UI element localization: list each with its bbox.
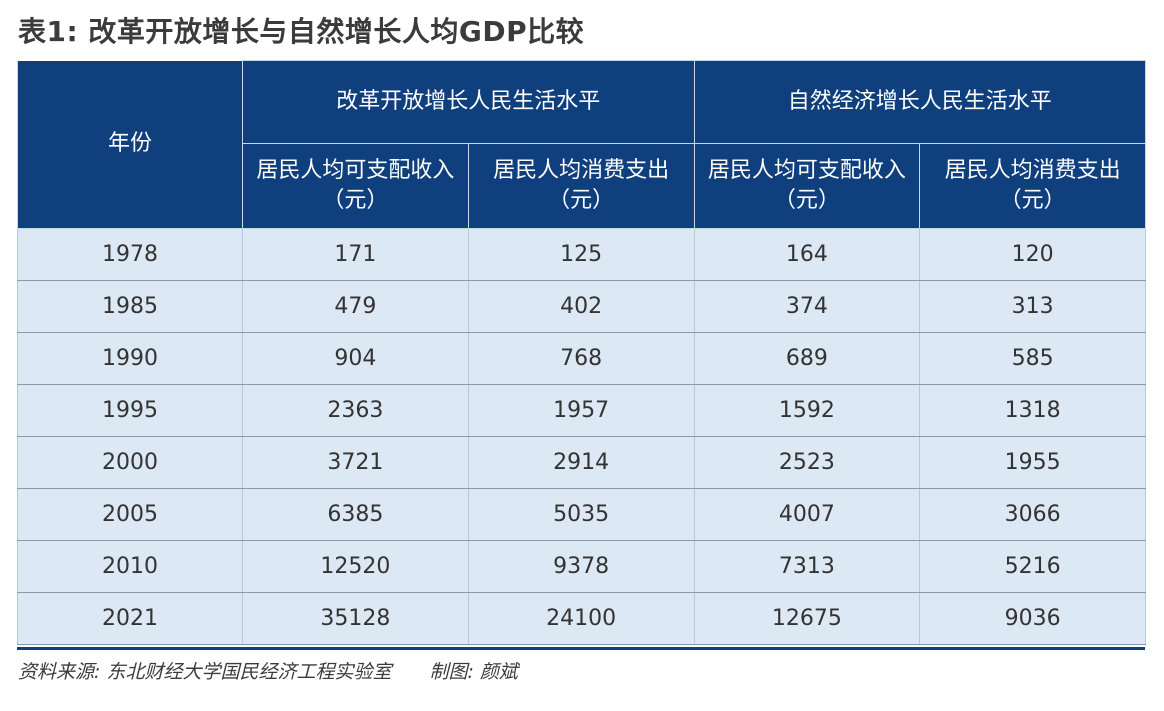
subheader-unit: （元） — [773, 188, 840, 213]
value-cell: 5035 — [467, 488, 695, 541]
year-cell: 2005 — [17, 488, 243, 541]
value-cell: 120 — [919, 228, 1147, 281]
table-row: 2005 6385 5035 4007 3066 — [17, 488, 1147, 541]
value-cell: 9378 — [467, 540, 695, 593]
value-cell: 689 — [693, 332, 921, 385]
subheader-natural-income: 居民人均可支配收入 （元） — [693, 143, 921, 229]
value-cell: 768 — [467, 332, 695, 385]
value-cell: 35128 — [242, 592, 469, 645]
source-note: 资料来源: 东北财经大学国民经济工程实验室 — [18, 661, 392, 683]
comparison-table: 年份 改革开放增长人民生活水平 自然经济增长人民生活水平 居民人均可支配收入 （… — [17, 60, 1147, 645]
year-cell: 1990 — [17, 332, 243, 385]
table-row: 1985 479 402 374 313 — [17, 280, 1147, 333]
subheader-unit: （元） — [322, 188, 389, 213]
subheader-label: 居民人均可支配收入 — [707, 158, 906, 183]
group-header-natural: 自然经济增长人民生活水平 — [693, 60, 1147, 144]
value-cell: 24100 — [467, 592, 695, 645]
value-cell: 3066 — [919, 488, 1147, 541]
maker-note: 制图: 颜斌 — [429, 661, 518, 683]
subheader-reform-consumption: 居民人均消费支出 （元） — [467, 143, 695, 229]
table-row: 2010 12520 9378 7313 5216 — [17, 540, 1147, 593]
table-row: 2000 3721 2914 2523 1955 — [17, 436, 1147, 489]
value-cell: 479 — [242, 280, 469, 333]
group-header-reform: 改革开放增长人民生活水平 — [242, 60, 695, 144]
year-cell: 1995 — [17, 384, 243, 437]
value-cell: 171 — [242, 228, 469, 281]
value-cell: 2523 — [693, 436, 921, 489]
value-cell: 1955 — [919, 436, 1147, 489]
year-header: 年份 — [17, 60, 243, 229]
year-cell: 1985 — [17, 280, 243, 333]
year-cell: 2010 — [17, 540, 243, 593]
table-row: 1978 171 125 164 120 — [17, 228, 1147, 281]
value-cell: 125 — [467, 228, 695, 281]
value-cell: 3721 — [242, 436, 469, 489]
subheader-label: 居民人均消费支出 — [944, 158, 1121, 183]
value-cell: 4007 — [693, 488, 921, 541]
value-cell: 12520 — [242, 540, 469, 593]
year-cell: 2021 — [17, 592, 243, 645]
table-row: 2021 35128 24100 12675 9036 — [17, 592, 1147, 645]
subheader-reform-income: 居民人均可支配收入 （元） — [242, 143, 469, 229]
table-row: 1990 904 768 689 585 — [17, 332, 1147, 385]
subheader-natural-consumption: 居民人均消费支出 （元） — [919, 143, 1147, 229]
subheader-label: 居民人均可支配收入 — [256, 158, 455, 183]
value-cell: 7313 — [693, 540, 921, 593]
value-cell: 2914 — [467, 436, 695, 489]
value-cell: 374 — [693, 280, 921, 333]
value-cell: 904 — [242, 332, 469, 385]
table-bottom-rule — [17, 647, 1145, 650]
subheader-unit: （元） — [999, 188, 1066, 213]
value-cell: 402 — [467, 280, 695, 333]
value-cell: 12675 — [693, 592, 921, 645]
value-cell: 1592 — [693, 384, 921, 437]
value-cell: 313 — [919, 280, 1147, 333]
value-cell: 9036 — [919, 592, 1147, 645]
year-cell: 2000 — [17, 436, 243, 489]
year-cell: 1978 — [17, 228, 243, 281]
value-cell: 1957 — [467, 384, 695, 437]
table-row: 1995 2363 1957 1592 1318 — [17, 384, 1147, 437]
value-cell: 5216 — [919, 540, 1147, 593]
table-title: 表1: 改革开放增长与自然增长人均GDP比较 — [18, 15, 585, 48]
value-cell: 585 — [919, 332, 1147, 385]
value-cell: 164 — [693, 228, 921, 281]
value-cell: 1318 — [919, 384, 1147, 437]
value-cell: 2363 — [242, 384, 469, 437]
value-cell: 6385 — [242, 488, 469, 541]
footer-note: 资料来源: 东北财经大学国民经济工程实验室 制图: 颜斌 — [18, 657, 518, 684]
subheader-unit: （元） — [548, 188, 615, 213]
subheader-label: 居民人均消费支出 — [493, 158, 670, 183]
